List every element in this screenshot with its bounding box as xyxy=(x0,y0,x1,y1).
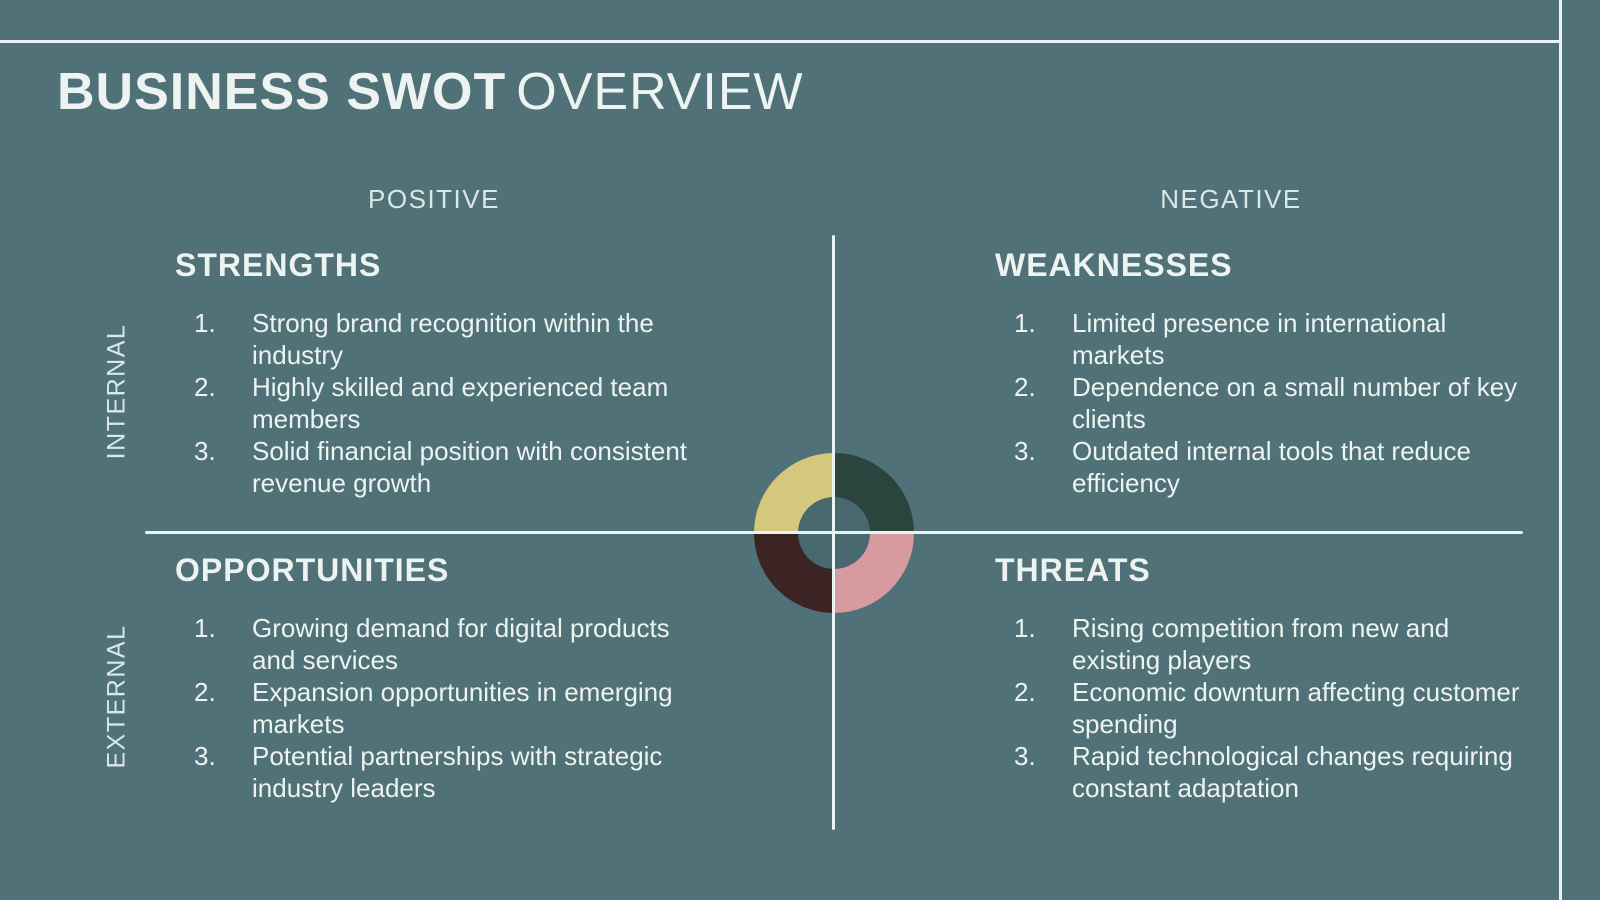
item-number: 2. xyxy=(1014,372,1036,403)
item-text: Economic downturn affecting customer spe… xyxy=(1072,677,1520,740)
list-item: 2. Economic downturn affecting customer … xyxy=(995,676,1525,740)
item-text: Expansion opportunities in emerging mark… xyxy=(252,677,673,740)
item-number: 3. xyxy=(1014,436,1036,467)
axis-label-positive: POSITIVE xyxy=(368,184,500,214)
item-text: Solid financial position with consistent… xyxy=(252,436,688,499)
item-text: Dependence on a small number of key clie… xyxy=(1072,372,1518,435)
list-item: 3. Outdated internal tools that reduce e… xyxy=(995,435,1525,499)
item-number: 3. xyxy=(1014,741,1036,772)
page-title: BUSINESS SWOT OVERVIEW xyxy=(57,63,804,121)
item-number: 2. xyxy=(194,372,216,403)
opportunities-list: 1. Growing demand for digital products a… xyxy=(175,612,705,804)
threats-quadrant: THREATS 1. Rising competition from new a… xyxy=(995,552,1525,804)
list-item: 3. Solid financial position with consist… xyxy=(175,435,705,499)
item-text: Rapid technological changes requiring co… xyxy=(1072,741,1513,804)
threats-title: THREATS xyxy=(995,552,1151,588)
item-text: Growing demand for digital products and … xyxy=(252,613,670,676)
list-item: 1. Growing demand for digital products a… xyxy=(175,612,705,676)
item-text: Strong brand recognition within the indu… xyxy=(252,308,654,371)
weaknesses-list: 1. Limited presence in international mar… xyxy=(995,307,1525,499)
item-number: 1. xyxy=(1014,308,1036,339)
axis-label-internal: INTERNAL xyxy=(102,323,131,460)
strengths-title: STRENGTHS xyxy=(175,247,382,283)
strengths-quadrant: STRENGTHS 1. Strong brand recognition wi… xyxy=(175,247,705,499)
item-text: Outdated internal tools that reduce effi… xyxy=(1072,436,1471,499)
vertical-divider-line xyxy=(832,235,835,830)
list-item: 3. Rapid technological changes requiring… xyxy=(995,740,1525,804)
list-item: 2. Dependence on a small number of key c… xyxy=(995,371,1525,435)
item-number: 2. xyxy=(1014,677,1036,708)
threats-list: 1. Rising competition from new and exist… xyxy=(995,612,1525,804)
item-number: 2. xyxy=(194,677,216,708)
top-frame-line xyxy=(0,40,1560,43)
item-text: Highly skilled and experienced team memb… xyxy=(252,372,669,435)
item-number: 3. xyxy=(194,436,216,467)
axis-label-negative: NEGATIVE xyxy=(1160,184,1302,214)
opportunities-quadrant: OPPORTUNITIES 1. Growing demand for digi… xyxy=(175,552,705,804)
item-number: 1. xyxy=(1014,613,1036,644)
item-text: Limited presence in international market… xyxy=(1072,308,1447,371)
weaknesses-quadrant: WEAKNESSES 1. Limited presence in intern… xyxy=(995,247,1525,499)
list-item: 1. Rising competition from new and exist… xyxy=(995,612,1525,676)
item-text: Potential partnerships with strategic in… xyxy=(252,741,663,804)
axis-label-external: EXTERNAL xyxy=(102,624,131,769)
page-title-primary: BUSINESS SWOT xyxy=(57,63,507,121)
item-text: Rising competition from new and existing… xyxy=(1072,613,1450,676)
list-item: 3. Potential partnerships with strategic… xyxy=(175,740,705,804)
right-frame-line xyxy=(1559,0,1562,900)
list-item: 1. Strong brand recognition within the i… xyxy=(175,307,705,371)
list-item: 2. Highly skilled and experienced team m… xyxy=(175,371,705,435)
weaknesses-title: WEAKNESSES xyxy=(995,247,1233,283)
opportunities-title: OPPORTUNITIES xyxy=(175,552,450,588)
item-number: 3. xyxy=(194,741,216,772)
page-title-secondary: OVERVIEW xyxy=(516,63,804,121)
item-number: 1. xyxy=(194,308,216,339)
list-item: 2. Expansion opportunities in emerging m… xyxy=(175,676,705,740)
strengths-list: 1. Strong brand recognition within the i… xyxy=(175,307,705,499)
list-item: 1. Limited presence in international mar… xyxy=(995,307,1525,371)
item-number: 1. xyxy=(194,613,216,644)
